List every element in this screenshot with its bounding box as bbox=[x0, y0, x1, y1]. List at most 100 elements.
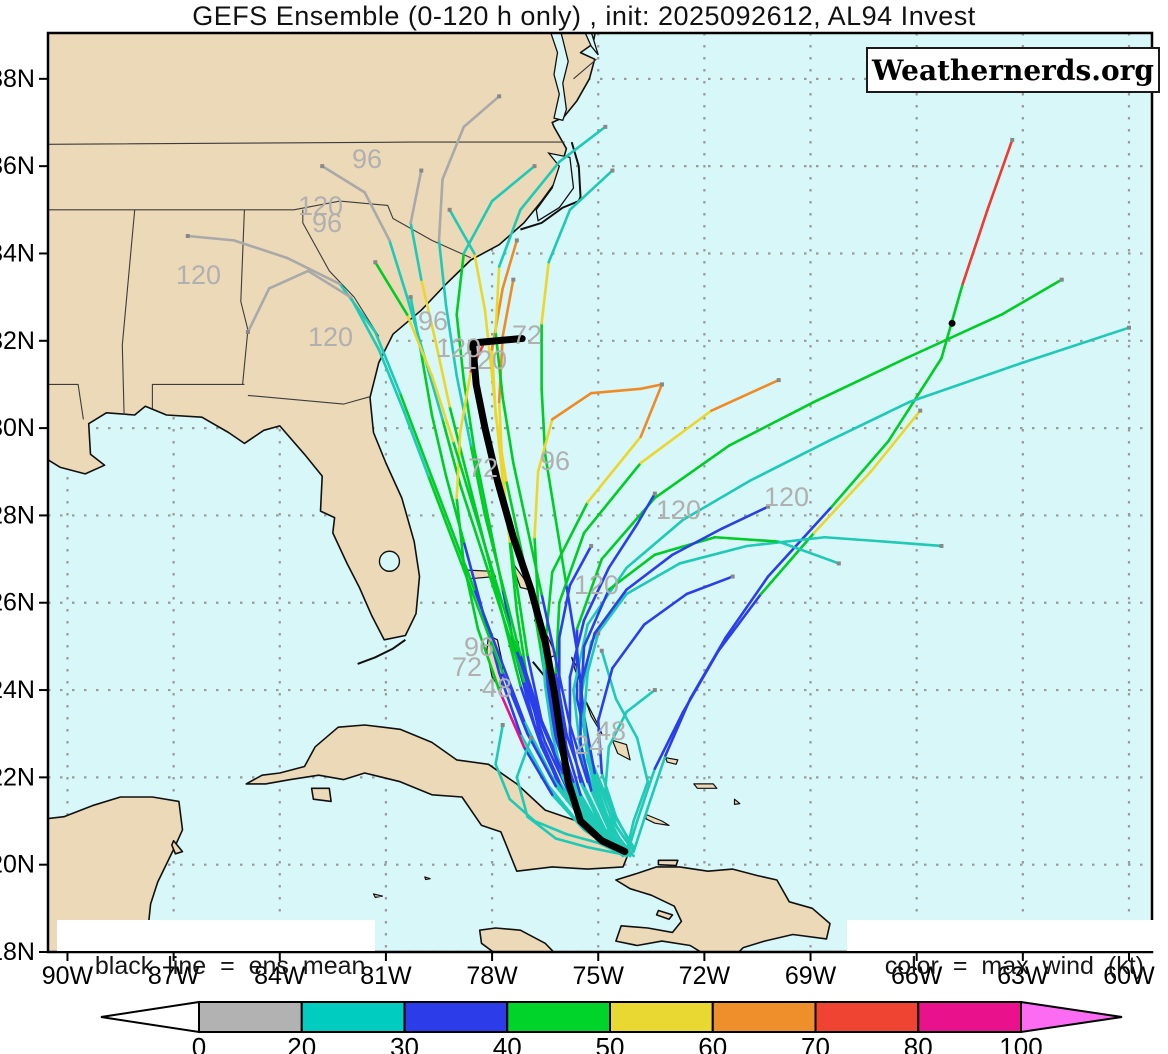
ensemble-track-segment bbox=[986, 138, 1014, 212]
ensemble-track-segment bbox=[543, 675, 558, 740]
ensemble-track-segment bbox=[646, 754, 667, 810]
track-endpoint-dot bbox=[652, 688, 657, 693]
ensemble-track-segment bbox=[515, 736, 533, 779]
track-endpoint-dot bbox=[532, 164, 537, 169]
ensemble-track-segment bbox=[543, 684, 554, 736]
ensemble-track-segment bbox=[568, 732, 582, 784]
state-border-line bbox=[121, 209, 136, 416]
track-endpoint-dot bbox=[918, 408, 923, 413]
ensemble-track-segment bbox=[501, 583, 522, 657]
ensemble-track-segment bbox=[589, 789, 611, 832]
ensemble-track-segment bbox=[409, 221, 423, 281]
lon-tick-label: 63W bbox=[997, 962, 1049, 990]
lon-tick-label: 75W bbox=[573, 962, 625, 990]
legend-ens-mean: black line = ens mean bbox=[57, 920, 376, 980]
ensemble-track-segment bbox=[501, 278, 515, 338]
ensemble-track-segment bbox=[515, 583, 529, 657]
watermark-box: Weathernerds.org bbox=[866, 47, 1160, 93]
legend-max-wind-text: color = max wind (kt) bbox=[884, 952, 1144, 980]
state-border-line bbox=[302, 209, 380, 337]
ensemble-track-segment bbox=[497, 688, 526, 749]
ensemble-track-segment bbox=[558, 125, 607, 164]
ensemble-track bbox=[604, 688, 657, 853]
track-endpoint-dot bbox=[511, 277, 516, 282]
ensemble-track-segment bbox=[427, 474, 455, 543]
ensemble-track-segment bbox=[579, 741, 593, 792]
track-endpoint-dot bbox=[373, 260, 378, 265]
ensemble-track-segment bbox=[611, 623, 646, 670]
ensemble-track-segment bbox=[455, 313, 466, 382]
ensemble-track-segment bbox=[246, 287, 271, 334]
ensemble-tracks-layer bbox=[185, 94, 1131, 858]
ensemble-track-segment bbox=[540, 636, 547, 687]
ensemble-track-segment bbox=[653, 535, 717, 557]
ensemble-track-segment bbox=[473, 588, 501, 657]
colorbar-label: 20 bbox=[287, 1032, 316, 1054]
ensemble-track-segment bbox=[586, 758, 600, 801]
colorbar-label: 40 bbox=[493, 1032, 522, 1054]
ensemble-track-segment bbox=[388, 239, 409, 299]
ensemble-track-segment bbox=[377, 348, 405, 412]
ensemble-track-segment bbox=[398, 391, 427, 460]
ensemble-track-segment bbox=[547, 208, 572, 264]
ensemble-track-segment bbox=[869, 409, 922, 474]
ensemble-track-segment bbox=[625, 562, 681, 596]
track-endpoint-dot bbox=[599, 648, 604, 653]
track-endpoint-dot bbox=[1010, 137, 1015, 142]
track-endpoint-dot bbox=[497, 94, 502, 99]
track-endpoint-dot bbox=[603, 124, 608, 129]
track-endpoint-dot bbox=[185, 234, 190, 239]
ensemble-track-segment bbox=[497, 208, 522, 268]
ensemble-track-segment bbox=[823, 535, 887, 543]
track-endpoint-dot bbox=[1059, 277, 1064, 282]
ensemble-track-segment bbox=[582, 714, 589, 762]
colorbar-label: 50 bbox=[596, 1032, 625, 1054]
ensemble-track-segment bbox=[519, 653, 543, 722]
ensemble-track-segment bbox=[554, 518, 568, 587]
hour-label: 96 bbox=[418, 306, 448, 336]
ensemble-track-segment bbox=[490, 374, 501, 447]
track-endpoint-dot bbox=[245, 330, 250, 335]
ensemble-track-segment bbox=[589, 767, 611, 823]
watermark-text: Weathernerds.org bbox=[872, 53, 1154, 87]
bay bbox=[550, 33, 569, 122]
track-endpoint-dot bbox=[596, 631, 601, 636]
hour-label: 48 bbox=[482, 673, 512, 703]
ensemble-track-segment bbox=[558, 531, 586, 605]
state-border-line bbox=[247, 394, 371, 405]
lon-tick-label: 87W bbox=[148, 962, 200, 990]
ensemble-track-segment bbox=[777, 540, 841, 565]
ensemble-track-segment bbox=[568, 544, 593, 587]
colorbar-label: 0 bbox=[192, 1032, 206, 1054]
ensemble-track-segment bbox=[540, 592, 558, 661]
bay bbox=[584, 33, 599, 56]
ensemble-track-segment bbox=[607, 522, 639, 570]
ensemble-track bbox=[494, 124, 635, 858]
ensemble-track-segment bbox=[462, 540, 483, 609]
lon-tick-label: 78W bbox=[466, 962, 518, 990]
lon-tick-label: 81W bbox=[360, 962, 412, 990]
lat-tick-label: 18N bbox=[0, 938, 35, 966]
ensemble-track-segment bbox=[586, 435, 642, 504]
ensemble-track-segment bbox=[402, 409, 430, 478]
ensemble-track-segment bbox=[632, 806, 650, 853]
ensemble-track-segment bbox=[469, 444, 487, 517]
lat-tick-label: 34N bbox=[0, 239, 35, 267]
island bbox=[645, 813, 670, 827]
map-frame bbox=[46, 31, 1154, 954]
ensemble-track-segment bbox=[409, 169, 423, 225]
ensemble-track-segment bbox=[186, 234, 236, 242]
ensemble-track-segment bbox=[374, 330, 402, 395]
ensemble-track-segment bbox=[480, 549, 504, 618]
colorbar-label: 100 bbox=[999, 1032, 1042, 1054]
ensemble-track-segment bbox=[908, 361, 1025, 404]
ensemble-track-segment bbox=[582, 461, 642, 535]
lat-tick-label: 28N bbox=[0, 501, 35, 529]
colorbar-over-arrow bbox=[1020, 1000, 1123, 1034]
lake-okeechobee bbox=[378, 550, 401, 572]
ensemble-track-segment bbox=[653, 444, 731, 500]
ensemble-track-segment bbox=[724, 575, 770, 639]
ensemble-track-segment bbox=[812, 356, 908, 404]
state-border-line bbox=[48, 383, 84, 420]
